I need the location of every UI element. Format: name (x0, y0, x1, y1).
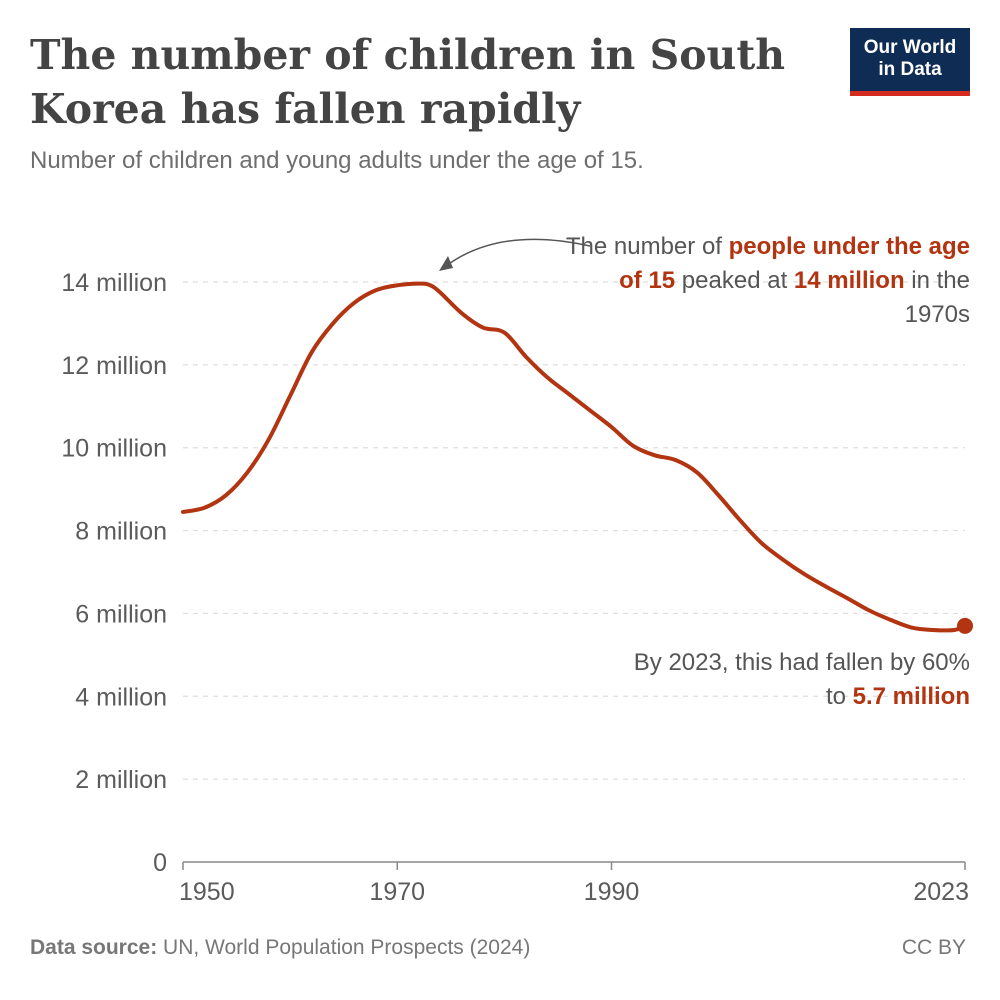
y-tick-label: 6 million (75, 600, 167, 628)
end-point-marker (957, 617, 973, 634)
end-note-highlight-1: 5.7 million (852, 683, 970, 710)
peak-note-highlight-2: 14 million (793, 267, 905, 294)
end-annotation: By 2023, this had fallen by 60% to 5.7 m… (610, 646, 970, 714)
peak-note-text-3: in the 1970s (904, 267, 970, 328)
x-tick-label: 2023 (913, 878, 969, 906)
series-line (181, 281, 967, 633)
logo-line-1: Our World (863, 37, 957, 58)
owid-logo[interactable]: Our World in Data (850, 28, 970, 96)
y-tick-label: 10 million (61, 435, 167, 463)
peak-note-text-1: The number of (565, 233, 729, 260)
x-tick-label: 1950 (179, 878, 235, 906)
peak-arrow-head (439, 256, 453, 271)
x-tick-label: 1990 (584, 878, 640, 906)
y-tick-label: 8 million (75, 518, 167, 546)
y-tick-label: 4 million (75, 683, 167, 711)
license[interactable]: CC BY (901, 936, 966, 959)
y-tick-label: 2 million (75, 766, 167, 794)
data-source-label: Data source: (30, 936, 158, 959)
y-tick-label: 14 million (61, 269, 167, 297)
peak-annotation: The number of people under the age of 15… (560, 230, 970, 332)
data-source: Data source: UN, World Population Prospe… (30, 936, 530, 960)
y-tick-label: 12 million (61, 352, 167, 380)
y-tick-label: 0 (153, 849, 167, 877)
chart-title: The number of children in South Korea ha… (30, 31, 786, 133)
peak-note-text-2: peaked at (675, 267, 794, 294)
peak-arrow (445, 238, 591, 267)
chart-subtitle: Number of children and young adults unde… (30, 147, 644, 174)
end-note-text-1: By 2023, this had fallen by 60% to (633, 649, 970, 710)
data-source-text[interactable]: UN, World Population Prospects (2024) (157, 936, 531, 959)
x-tick-label: 1970 (369, 878, 425, 906)
peak-note-highlight-1: people under the age of 15 (619, 233, 970, 294)
gridlines (183, 281, 965, 780)
axes: 0 2 million 4 million 6 million 8 million 10 … (61, 269, 969, 906)
logo-line-2: in Data (878, 59, 942, 80)
